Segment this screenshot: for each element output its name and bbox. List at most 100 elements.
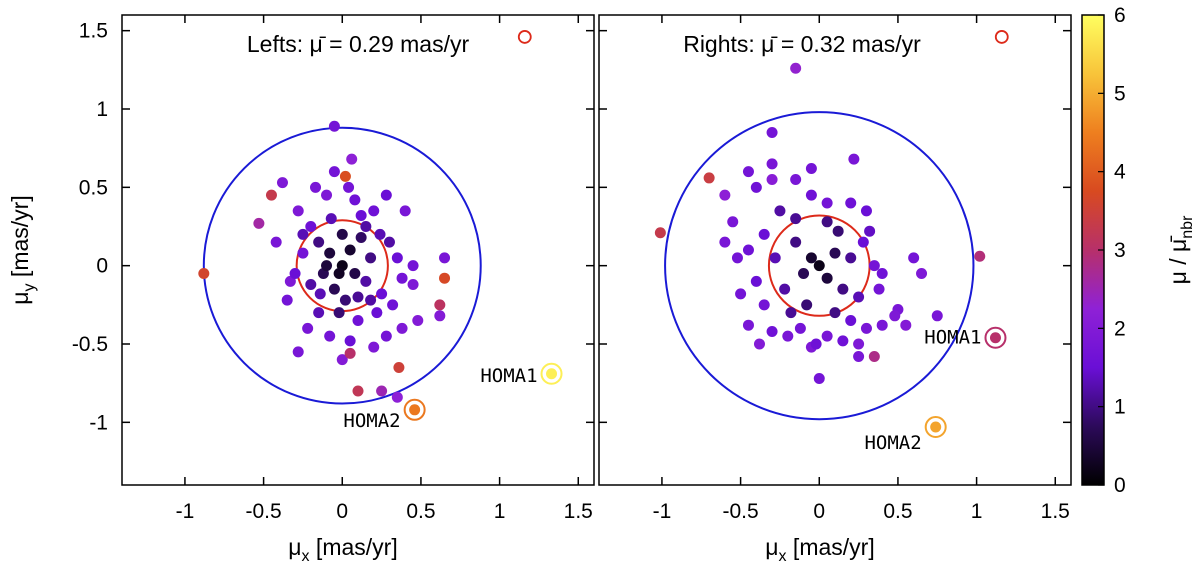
- colorbar-tick-label: 3: [1114, 239, 1126, 262]
- data-point: [821, 272, 833, 284]
- data-point: [302, 322, 314, 334]
- panel-lefts-title: Lefts: μ̄ = 0.29 mas/yr: [247, 31, 470, 57]
- data-point: [813, 372, 825, 384]
- data-point: [703, 172, 715, 184]
- panel-rights-title: Rights: μ̄ = 0.32 mas/yr: [683, 31, 921, 57]
- annotation-homa2: HOMA2: [864, 432, 921, 454]
- data-point: [313, 236, 325, 248]
- colorbar-tick-label: 6: [1114, 4, 1126, 27]
- xlabel-unit: [mas/yr]: [787, 534, 875, 560]
- data-point: [325, 213, 337, 225]
- xlabel-mu: μ: [765, 534, 778, 560]
- data-point: [297, 247, 309, 259]
- xlabel-mu: μ: [288, 534, 301, 560]
- colorbar-tick-label: 2: [1114, 317, 1126, 340]
- panel-rights-xlabel: μx [mas/yr]: [765, 534, 874, 565]
- data-point: [794, 322, 806, 334]
- data-point: [821, 197, 833, 209]
- data-point: [868, 260, 880, 272]
- data-point: [753, 338, 765, 350]
- data-point: [434, 299, 446, 311]
- data-point: [328, 120, 340, 132]
- data-point: [292, 205, 304, 217]
- data-point: [376, 288, 388, 300]
- data-point: [310, 181, 322, 193]
- data-point: [352, 385, 364, 397]
- data-point: [333, 307, 345, 319]
- data-point: [750, 181, 762, 193]
- data-point: [727, 216, 739, 228]
- x-tick-label: -0.5: [723, 500, 759, 523]
- highlight-point-homa2: [930, 421, 942, 433]
- data-point: [790, 213, 802, 225]
- data-point: [790, 236, 802, 248]
- panel-rights-ticks: -1 -0.5 0 0.5 1 1.5: [599, 15, 1071, 523]
- data-point: [383, 236, 395, 248]
- data-point: [305, 278, 317, 290]
- x-tick-label: -1: [176, 500, 195, 523]
- data-point: [352, 291, 364, 303]
- xlabel-sub: x: [302, 548, 310, 565]
- panel-lefts-ylabel: μy [mas/yr]: [7, 195, 38, 304]
- ylabel-mu: μ: [7, 291, 33, 304]
- data-point: [790, 62, 802, 74]
- three-sigma-circle: [664, 111, 975, 421]
- data-point: [813, 260, 825, 272]
- data-point: [391, 391, 403, 403]
- data-point: [371, 307, 383, 319]
- data-point: [305, 221, 317, 232]
- data-point: [750, 275, 762, 287]
- data-point: [276, 177, 288, 189]
- data-point: [439, 272, 451, 284]
- data-point: [829, 307, 841, 319]
- data-point: [391, 252, 403, 264]
- y-tick-label: -1: [89, 411, 108, 434]
- x-tick-label: -1: [653, 500, 672, 523]
- data-point: [735, 288, 747, 300]
- data-point: [344, 335, 356, 347]
- data-point: [798, 268, 810, 279]
- data-point: [860, 322, 872, 334]
- colorbar-label-sub: nbr: [1179, 215, 1196, 239]
- data-point: [336, 354, 348, 366]
- data-point: [719, 236, 731, 248]
- y-tick-label: -0.5: [72, 333, 108, 356]
- xlabel-unit: [mas/yr]: [310, 534, 398, 560]
- data-point: [324, 330, 336, 342]
- data-point: [758, 299, 770, 311]
- panel-lefts-plot: HOMA1 HOMA2: [198, 30, 563, 432]
- data-point: [380, 330, 392, 342]
- data-point: [774, 205, 786, 217]
- ylabel-unit: [mas/yr]: [7, 195, 33, 283]
- colorbar-ticks: 0 1 2 3 4 5 6: [1098, 4, 1126, 497]
- data-point: [868, 351, 880, 363]
- y-tick-label: 1: [96, 98, 108, 121]
- colorbar-tick-label: 0: [1114, 474, 1126, 497]
- data-point: [333, 268, 345, 279]
- data-point: [374, 228, 386, 240]
- data-point: [368, 341, 380, 353]
- annotation-homa1: HOMA1: [480, 365, 537, 387]
- data-point: [853, 351, 865, 363]
- data-point: [360, 275, 372, 287]
- x-tick-label: 1: [494, 500, 506, 523]
- data-point: [198, 268, 210, 279]
- data-point: [407, 278, 419, 290]
- data-point: [766, 127, 778, 138]
- panel-rights-frame: [598, 14, 1072, 486]
- data-point: [270, 236, 282, 248]
- data-point: [719, 189, 731, 201]
- data-point: [346, 153, 358, 165]
- legend-marker: [517, 30, 532, 44]
- data-point: [344, 244, 356, 256]
- data-point: [292, 346, 304, 358]
- legend-marker: [994, 30, 1009, 44]
- data-point: [805, 163, 817, 175]
- data-point: [265, 189, 277, 201]
- data-point: [876, 268, 888, 279]
- xlabel-sub: x: [779, 548, 787, 565]
- panel-rights: HOMA1 HOMA2 -1 -0.5 0 0.5 1 1.5 Rights: μ̄ = 0…: [598, 14, 1072, 565]
- data-point: [785, 307, 797, 319]
- colorbar-label: μ / μ̄nbr: [1165, 215, 1196, 284]
